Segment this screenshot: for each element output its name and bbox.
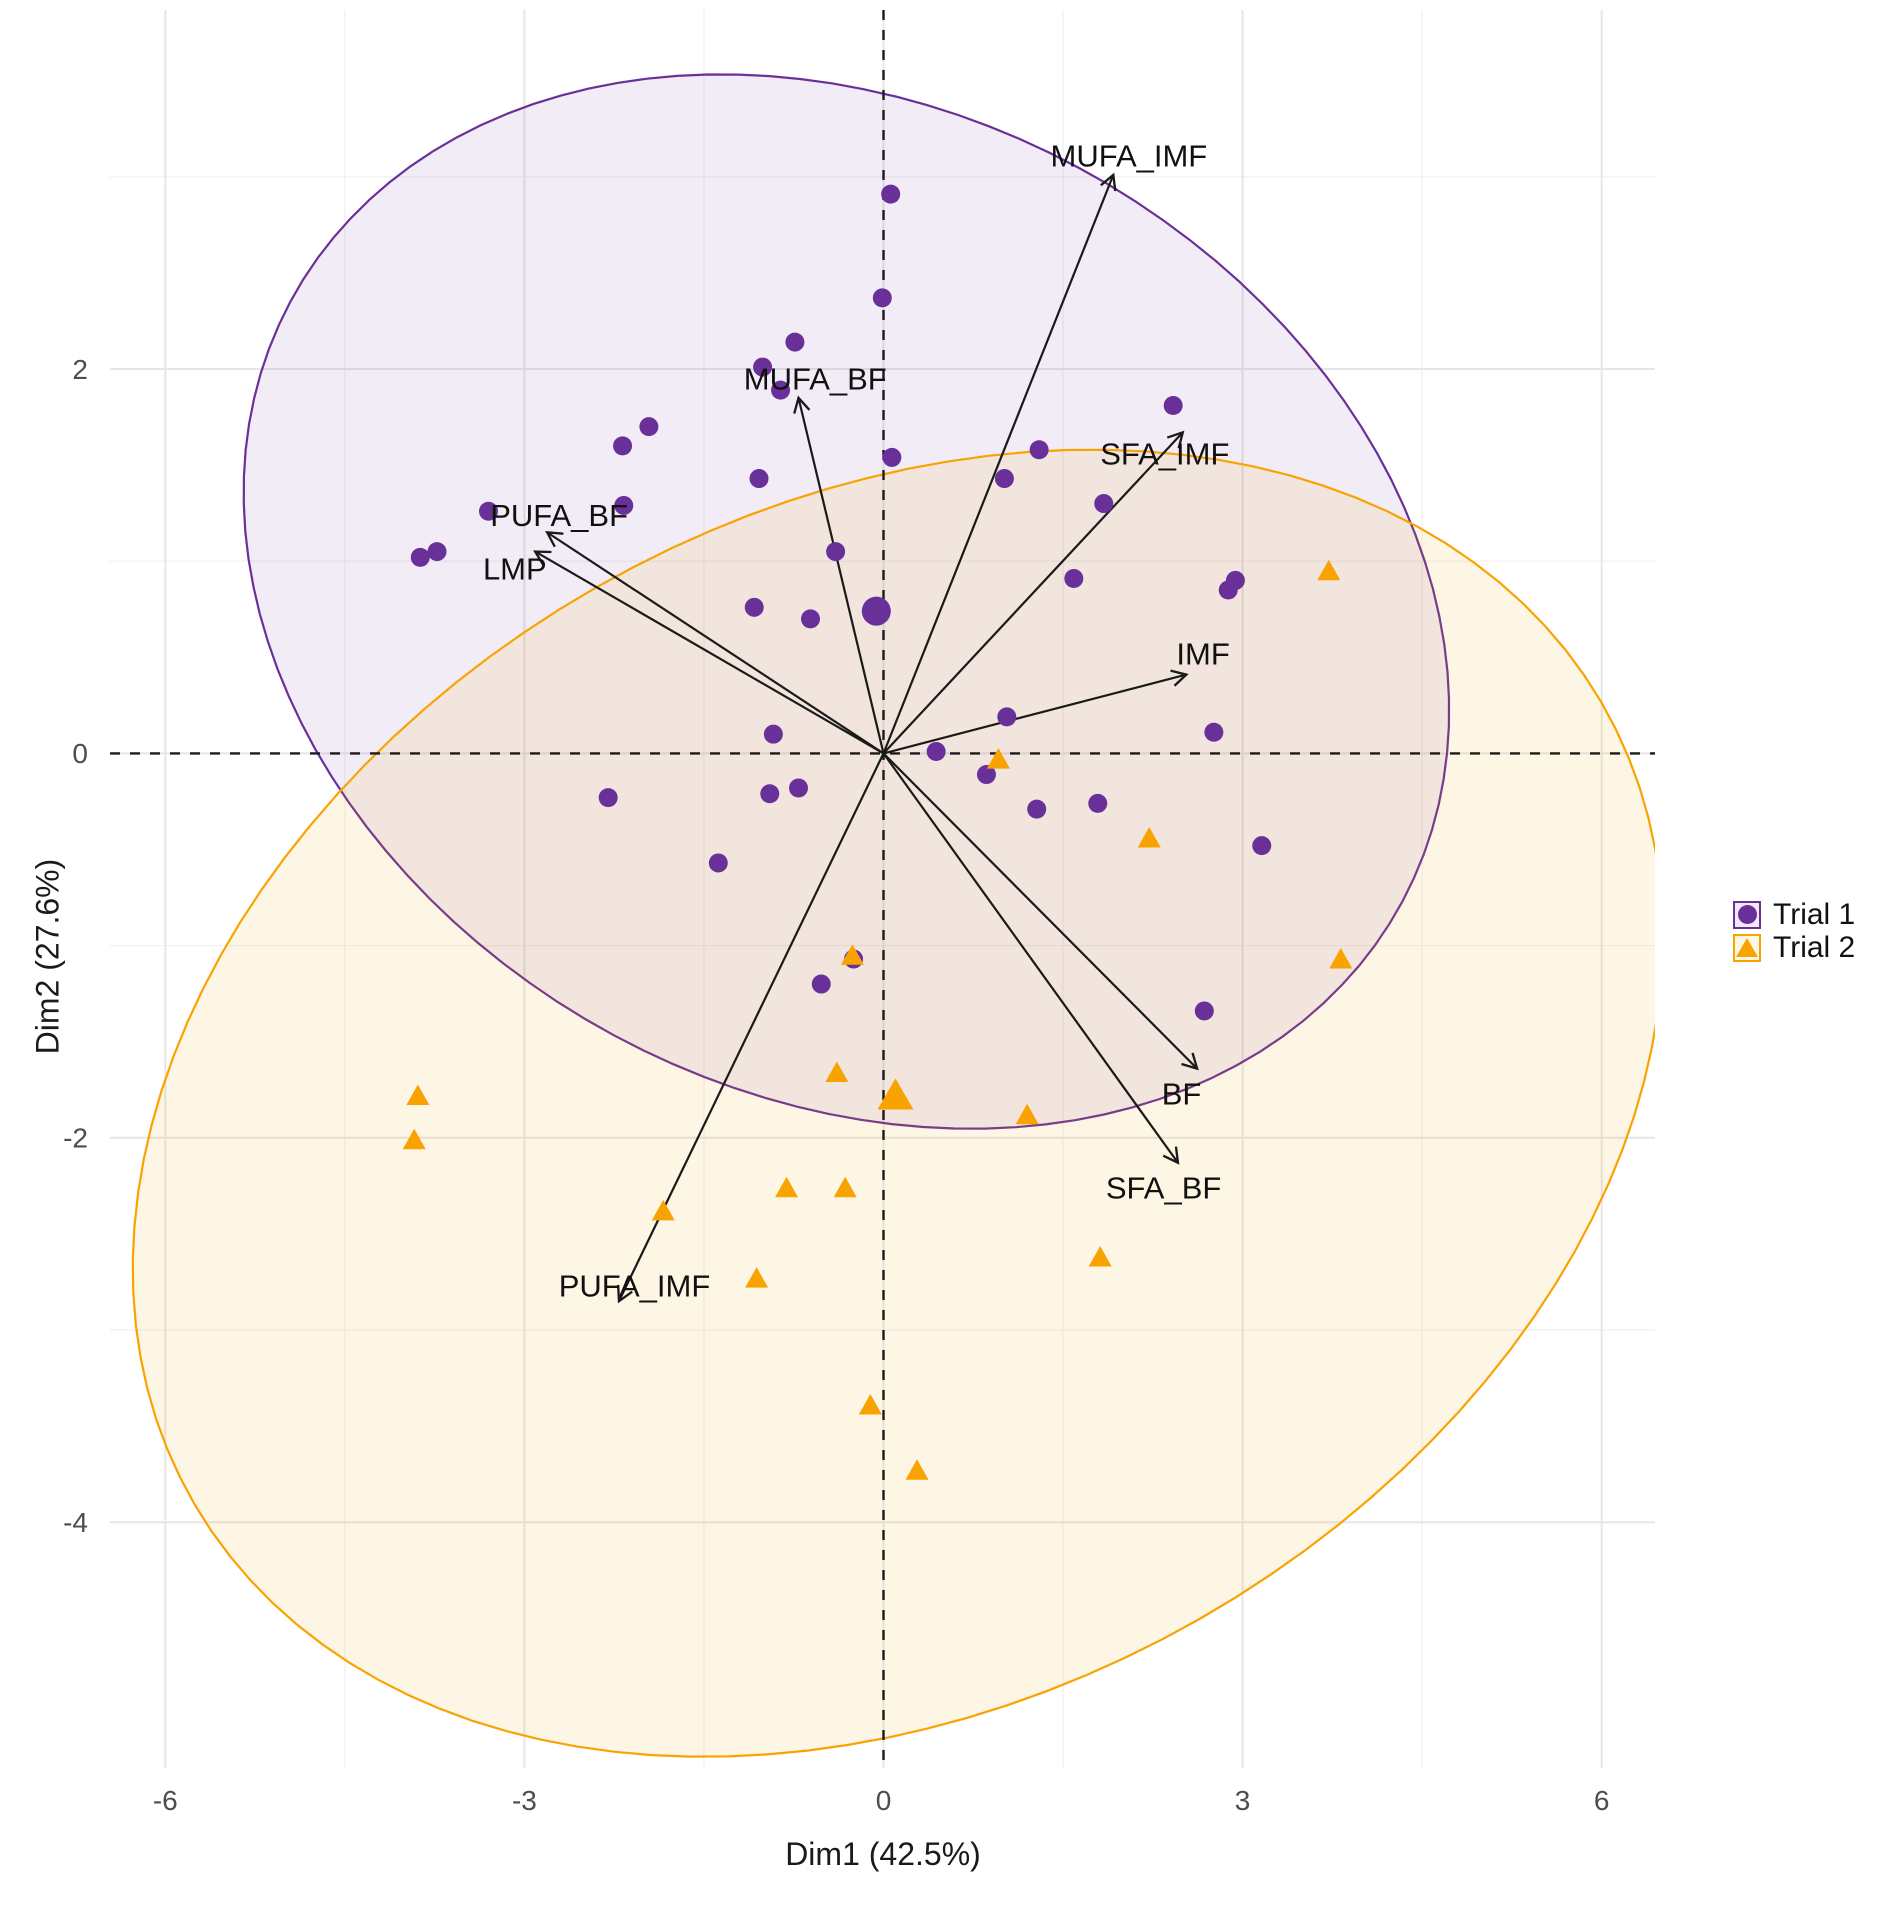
loading-label-imf: IMF: [1176, 636, 1229, 671]
loading-arrow-imf: [883, 669, 1189, 755]
trial1-point: [598, 788, 618, 808]
trial2-triangle-icon: [1736, 938, 1758, 957]
trial1-point: [771, 380, 791, 400]
trial1-point: [1027, 799, 1047, 819]
trial2-point: [905, 1459, 929, 1480]
legend-item-trial1: Trial 1: [1733, 898, 1855, 931]
loading-label-mufa_imf: MUFA_IMF: [1051, 139, 1208, 174]
trial2-point: [651, 1199, 675, 1221]
x-tick-label: 6: [1594, 1785, 1610, 1816]
trial1-point: [997, 707, 1017, 727]
x-tick-label: -6: [153, 1785, 178, 1816]
trial1-point: [763, 724, 783, 744]
ellipse-layer: [131, 73, 1655, 1758]
zero-lines: [110, 10, 1655, 1768]
loading-arrow-sfa_bf: [882, 752, 1180, 1165]
loading-arrows: [533, 172, 1199, 1304]
y-tick-label: -4: [63, 1507, 88, 1538]
trial1-point: [1252, 836, 1272, 856]
y-tick-label: 2: [72, 354, 88, 385]
x-tick-label: -3: [512, 1785, 537, 1816]
trial1-point: [614, 495, 634, 515]
trial1-point: [811, 974, 831, 994]
trial2-point: [1088, 1245, 1112, 1267]
y-tick-label: 0: [72, 738, 88, 769]
trial2-point: [745, 1267, 769, 1288]
loading-label-lmp: LMP: [483, 552, 547, 587]
trial1-point: [639, 417, 659, 437]
trial1-point: [1163, 396, 1183, 416]
loading-label-sfa_imf: SFA_IMF: [1100, 436, 1229, 471]
trial2-point: [775, 1176, 799, 1198]
trial2-point: [1317, 559, 1341, 581]
loading-label-sfa_bf: SFA_BF: [1106, 1171, 1221, 1206]
trial1-point: [1204, 722, 1224, 742]
legend-key-trial2: [1733, 933, 1761, 962]
loading-labels: MUFA_IMF MUFA_BF SFA_IMF PUFA_BF LMP IMF BF SFA…: [483, 139, 1230, 1304]
trial1-circle-icon: [1737, 905, 1757, 924]
trial1-point: [1218, 580, 1238, 600]
trial1-point: [994, 469, 1014, 489]
loading-arrow-bf: [882, 752, 1199, 1071]
trial1-point: [1094, 494, 1114, 514]
trial1-point: [1029, 440, 1049, 460]
trial2-point: [1015, 1103, 1039, 1125]
legend: Trial 1 Trial 2: [1733, 898, 1855, 964]
loading-arrow-lmp: [533, 550, 885, 755]
trial1-point: [882, 447, 902, 467]
trial1-point: [708, 853, 728, 873]
legend-item-trial2: Trial 2: [1733, 931, 1855, 964]
trial1-point: [926, 741, 946, 761]
trial1-point: [478, 501, 498, 521]
trial2-point: [986, 748, 1010, 769]
legend-key-trial1: [1733, 900, 1761, 929]
x-tick-label: 0: [876, 1785, 892, 1816]
trial2-point: [858, 1393, 882, 1415]
trial2-point: [840, 944, 864, 965]
y-axis-title: Dim2 (27.6%): [29, 858, 66, 1055]
trial2-point: [1137, 826, 1161, 848]
trial2-point: [402, 1128, 426, 1150]
trial1-point: [427, 542, 447, 562]
trial1-point: [1088, 793, 1108, 813]
trial1-point: [785, 332, 805, 352]
y-tick-label: -2: [63, 1123, 88, 1154]
loading-label-mufa_bf: MUFA_BF: [744, 361, 887, 396]
trial1-point: [800, 609, 820, 629]
trial2-point: [406, 1084, 430, 1106]
data-points: [402, 184, 1353, 1480]
trial1-point: [760, 784, 780, 804]
loading-label-pufa_imf: PUFA_IMF: [559, 1269, 711, 1304]
trial1-point: [613, 436, 633, 456]
trial1-point: [976, 765, 996, 785]
loading-arrow-mufa_bf: [793, 395, 885, 754]
trial2-point: [1329, 948, 1353, 969]
legend-label-trial2: Trial 2: [1773, 930, 1856, 964]
legend-label-trial1: Trial 1: [1773, 897, 1856, 931]
trial2-point: [825, 1061, 849, 1082]
trial1-point: [744, 597, 764, 617]
loading-label-bf: BF: [1162, 1076, 1202, 1111]
axis-ticks: -6 -3 0 3 6 -4 -2 0 2: [63, 354, 1609, 1816]
trial1-point: [749, 469, 769, 489]
trial1-point: [789, 778, 809, 798]
trial2-point: [833, 1176, 857, 1198]
trial1-point: [1194, 1001, 1214, 1021]
trial1-point: [872, 288, 892, 308]
loading-arrow-sfa_imf: [882, 430, 1185, 755]
loading-arrow-pufa_bf: [545, 531, 885, 755]
x-axis-title: Dim1 (42.5%): [785, 1836, 981, 1872]
trial1-point: [881, 184, 901, 204]
trial1-point: [1064, 568, 1084, 588]
trial1-centroid: [861, 596, 891, 626]
trial1-point: [410, 547, 430, 567]
loading-arrow-mufa_imf: [882, 172, 1117, 754]
x-tick-label: 3: [1235, 1785, 1251, 1816]
trial1-point: [826, 542, 846, 562]
loading-label-pufa_bf: PUFA_BF: [490, 498, 628, 533]
trial1-point: [753, 357, 773, 377]
trial2-centroid: [877, 1078, 914, 1110]
